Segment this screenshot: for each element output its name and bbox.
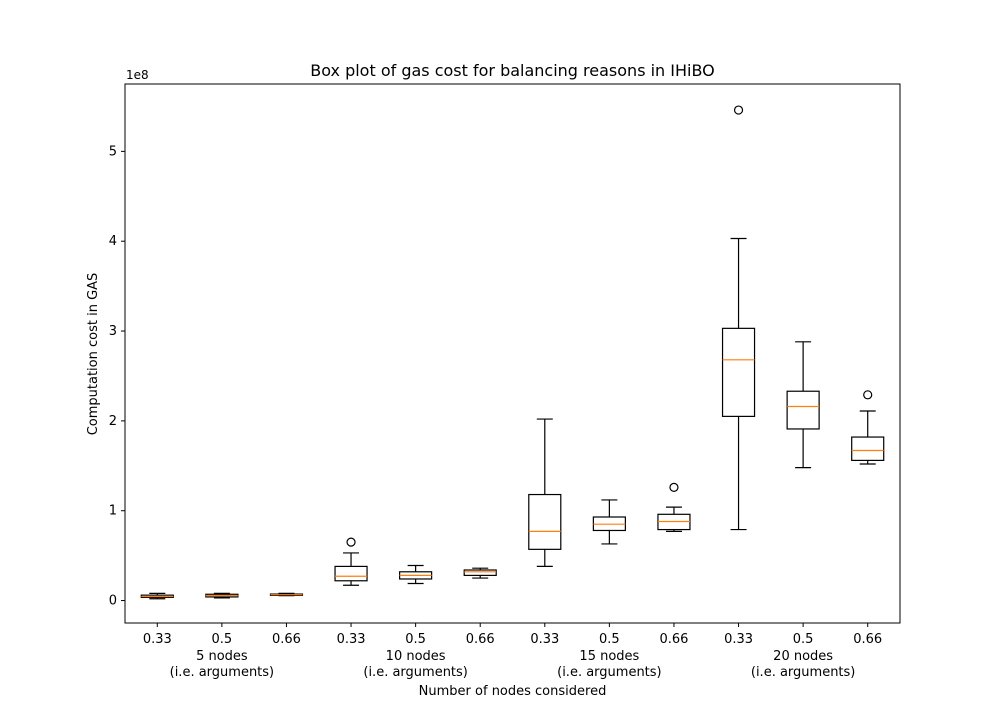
x-tick-label: 0.5: [212, 632, 233, 647]
iqr-box: [528, 493, 562, 550]
outlier-point: [863, 390, 873, 400]
iqr-box: [334, 565, 368, 582]
y-tick-label: 0: [109, 594, 117, 609]
x-tick-label: 0.33: [724, 632, 753, 647]
group-label: 10 nodes: [386, 649, 446, 664]
group-label: 15 nodes: [579, 649, 639, 664]
x-tick-label: 0.5: [599, 632, 620, 647]
x-tick-label: 0.5: [405, 632, 426, 647]
x-tick-label: 0.66: [272, 632, 301, 647]
outlier-point: [346, 537, 356, 547]
outlier-point: [669, 482, 679, 492]
y-tick-label: 1: [109, 504, 117, 519]
group-label-subtitle: (i.e. arguments): [363, 665, 468, 680]
iqr-box: [721, 327, 756, 417]
x-tick-label: 0.5: [793, 632, 814, 647]
iqr-box: [786, 390, 820, 430]
group-label-subtitle: (i.e. arguments): [751, 665, 856, 680]
x-tick-label: 0.33: [143, 632, 172, 647]
iqr-box: [463, 569, 497, 576]
group-label: 5 nodes: [196, 649, 248, 664]
x-tick-label: 0.33: [530, 632, 559, 647]
group-label: 20 nodes: [773, 649, 833, 664]
y-tick-label: 4: [109, 234, 117, 249]
y-tick-label: 2: [109, 414, 117, 429]
outlier-point: [733, 105, 744, 115]
y-tick-label: 5: [109, 144, 117, 159]
chart-title: Box plot of gas cost for balancing reaso…: [310, 61, 715, 80]
x-tick-label: 0.66: [466, 632, 495, 647]
plot-frame: [124, 83, 901, 624]
x-axis-label: Number of nodes considered: [419, 684, 607, 699]
y-tick-label: 3: [109, 324, 117, 339]
iqr-box: [851, 436, 885, 462]
group-label-subtitle: (i.e. arguments): [170, 665, 275, 680]
x-tick-label: 0.33: [337, 632, 366, 647]
x-tick-label: 0.66: [853, 632, 882, 647]
plot-area: 0 1 2 3 4 5 0.33 0.5 0.66 0.33 0.5 0.66 0.33 0.5 0.66 0…: [109, 83, 901, 680]
y-axis-multiplier: 1e8: [126, 68, 149, 82]
group-label-subtitle: (i.e. arguments): [557, 665, 662, 680]
y-axis-label: Computation cost in GAS: [86, 273, 101, 436]
x-tick-label: 0.66: [659, 632, 688, 647]
